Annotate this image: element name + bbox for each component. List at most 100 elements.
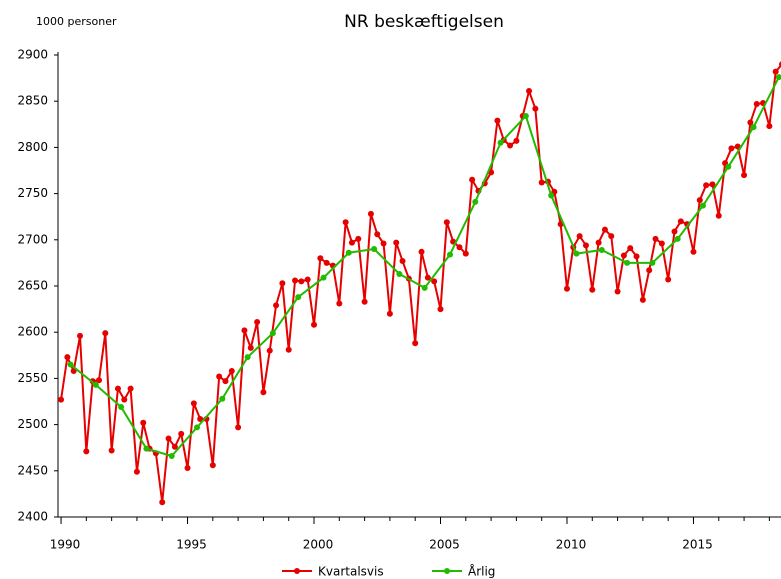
y-tick-label: 2550: [17, 371, 48, 385]
data-point: [77, 332, 84, 339]
data-point: [222, 378, 229, 385]
legend-marker: [294, 568, 300, 574]
data-point: [532, 105, 539, 112]
data-point: [386, 310, 393, 317]
data-point: [522, 112, 529, 119]
data-point: [311, 321, 318, 328]
data-point: [121, 396, 128, 403]
data-point: [652, 235, 659, 242]
data-point: [143, 445, 150, 452]
data-point: [766, 123, 773, 130]
data-point: [649, 259, 656, 266]
data-point: [320, 274, 327, 281]
data-point: [715, 212, 722, 219]
x-tick-label: 1990: [50, 538, 81, 552]
data-point: [64, 354, 71, 361]
data-point: [168, 453, 175, 460]
data-point: [418, 248, 425, 255]
data-point: [266, 347, 273, 354]
data-point: [178, 430, 185, 437]
data-point: [190, 400, 197, 407]
data-point: [194, 424, 201, 431]
data-point: [235, 424, 242, 431]
data-point: [513, 137, 520, 144]
data-point: [355, 235, 362, 242]
data-point: [345, 249, 352, 256]
data-point: [772, 68, 779, 75]
data-point: [424, 274, 431, 281]
data-point: [431, 278, 438, 285]
data-point: [95, 377, 102, 384]
data-point: [140, 419, 147, 426]
data-point: [133, 468, 140, 475]
data-point: [279, 280, 286, 287]
data-point: [399, 258, 406, 265]
data-point: [336, 300, 343, 307]
data-point: [323, 259, 330, 266]
data-point: [462, 250, 469, 257]
data-point: [690, 248, 697, 255]
data-point: [614, 288, 621, 295]
data-point: [741, 172, 748, 179]
data-point: [658, 240, 665, 247]
data-point: [576, 233, 583, 240]
data-point: [295, 294, 302, 301]
data-point: [371, 246, 378, 253]
data-point: [159, 499, 166, 506]
data-point: [317, 255, 324, 262]
chart-title: NR beskæftigelsen: [344, 12, 504, 32]
data-point: [118, 404, 125, 411]
data-point: [624, 259, 631, 266]
data-point: [494, 117, 501, 124]
data-point: [507, 142, 514, 149]
data-point: [728, 145, 735, 152]
data-point: [421, 284, 428, 291]
data-point: [304, 276, 311, 283]
data-point: [292, 277, 299, 284]
data-point: [219, 395, 226, 402]
data-point: [725, 163, 732, 170]
data-point: [646, 267, 653, 274]
data-point: [582, 242, 589, 249]
data-point: [775, 74, 781, 81]
data-point: [165, 435, 172, 442]
data-point: [753, 100, 760, 107]
data-point: [228, 368, 235, 375]
data-point: [526, 88, 533, 95]
data-point: [114, 385, 121, 392]
data-point: [665, 276, 672, 283]
y-tick-label: 2750: [17, 186, 48, 200]
data-point: [677, 218, 684, 225]
data-point: [260, 389, 267, 396]
data-point: [171, 443, 178, 450]
legend-label: Årlig: [468, 564, 495, 579]
data-point: [67, 361, 74, 368]
data-point: [298, 278, 305, 285]
data-point: [102, 330, 109, 337]
x-tick-label: 1995: [176, 538, 207, 552]
y-tick-label: 2450: [17, 463, 48, 477]
data-point: [380, 240, 387, 247]
data-point: [639, 296, 646, 303]
y-tick-label: 2600: [17, 325, 48, 339]
x-tick-label: 2005: [429, 538, 460, 552]
data-point: [608, 233, 615, 240]
data-point: [342, 219, 349, 226]
data-point: [472, 198, 479, 205]
data-point: [548, 192, 555, 199]
data-point: [396, 270, 403, 277]
data-point: [374, 231, 381, 238]
data-point: [412, 340, 419, 347]
y-tick-label: 2400: [17, 510, 48, 524]
data-point: [216, 373, 223, 380]
y-tick-label: 2900: [17, 48, 48, 62]
data-point: [361, 298, 368, 305]
y-tick-label: 2850: [17, 94, 48, 108]
data-point: [750, 124, 757, 131]
data-point: [197, 416, 204, 423]
data-point: [696, 197, 703, 204]
data-point: [538, 179, 545, 186]
data-point: [595, 239, 602, 246]
data-point: [443, 219, 450, 226]
